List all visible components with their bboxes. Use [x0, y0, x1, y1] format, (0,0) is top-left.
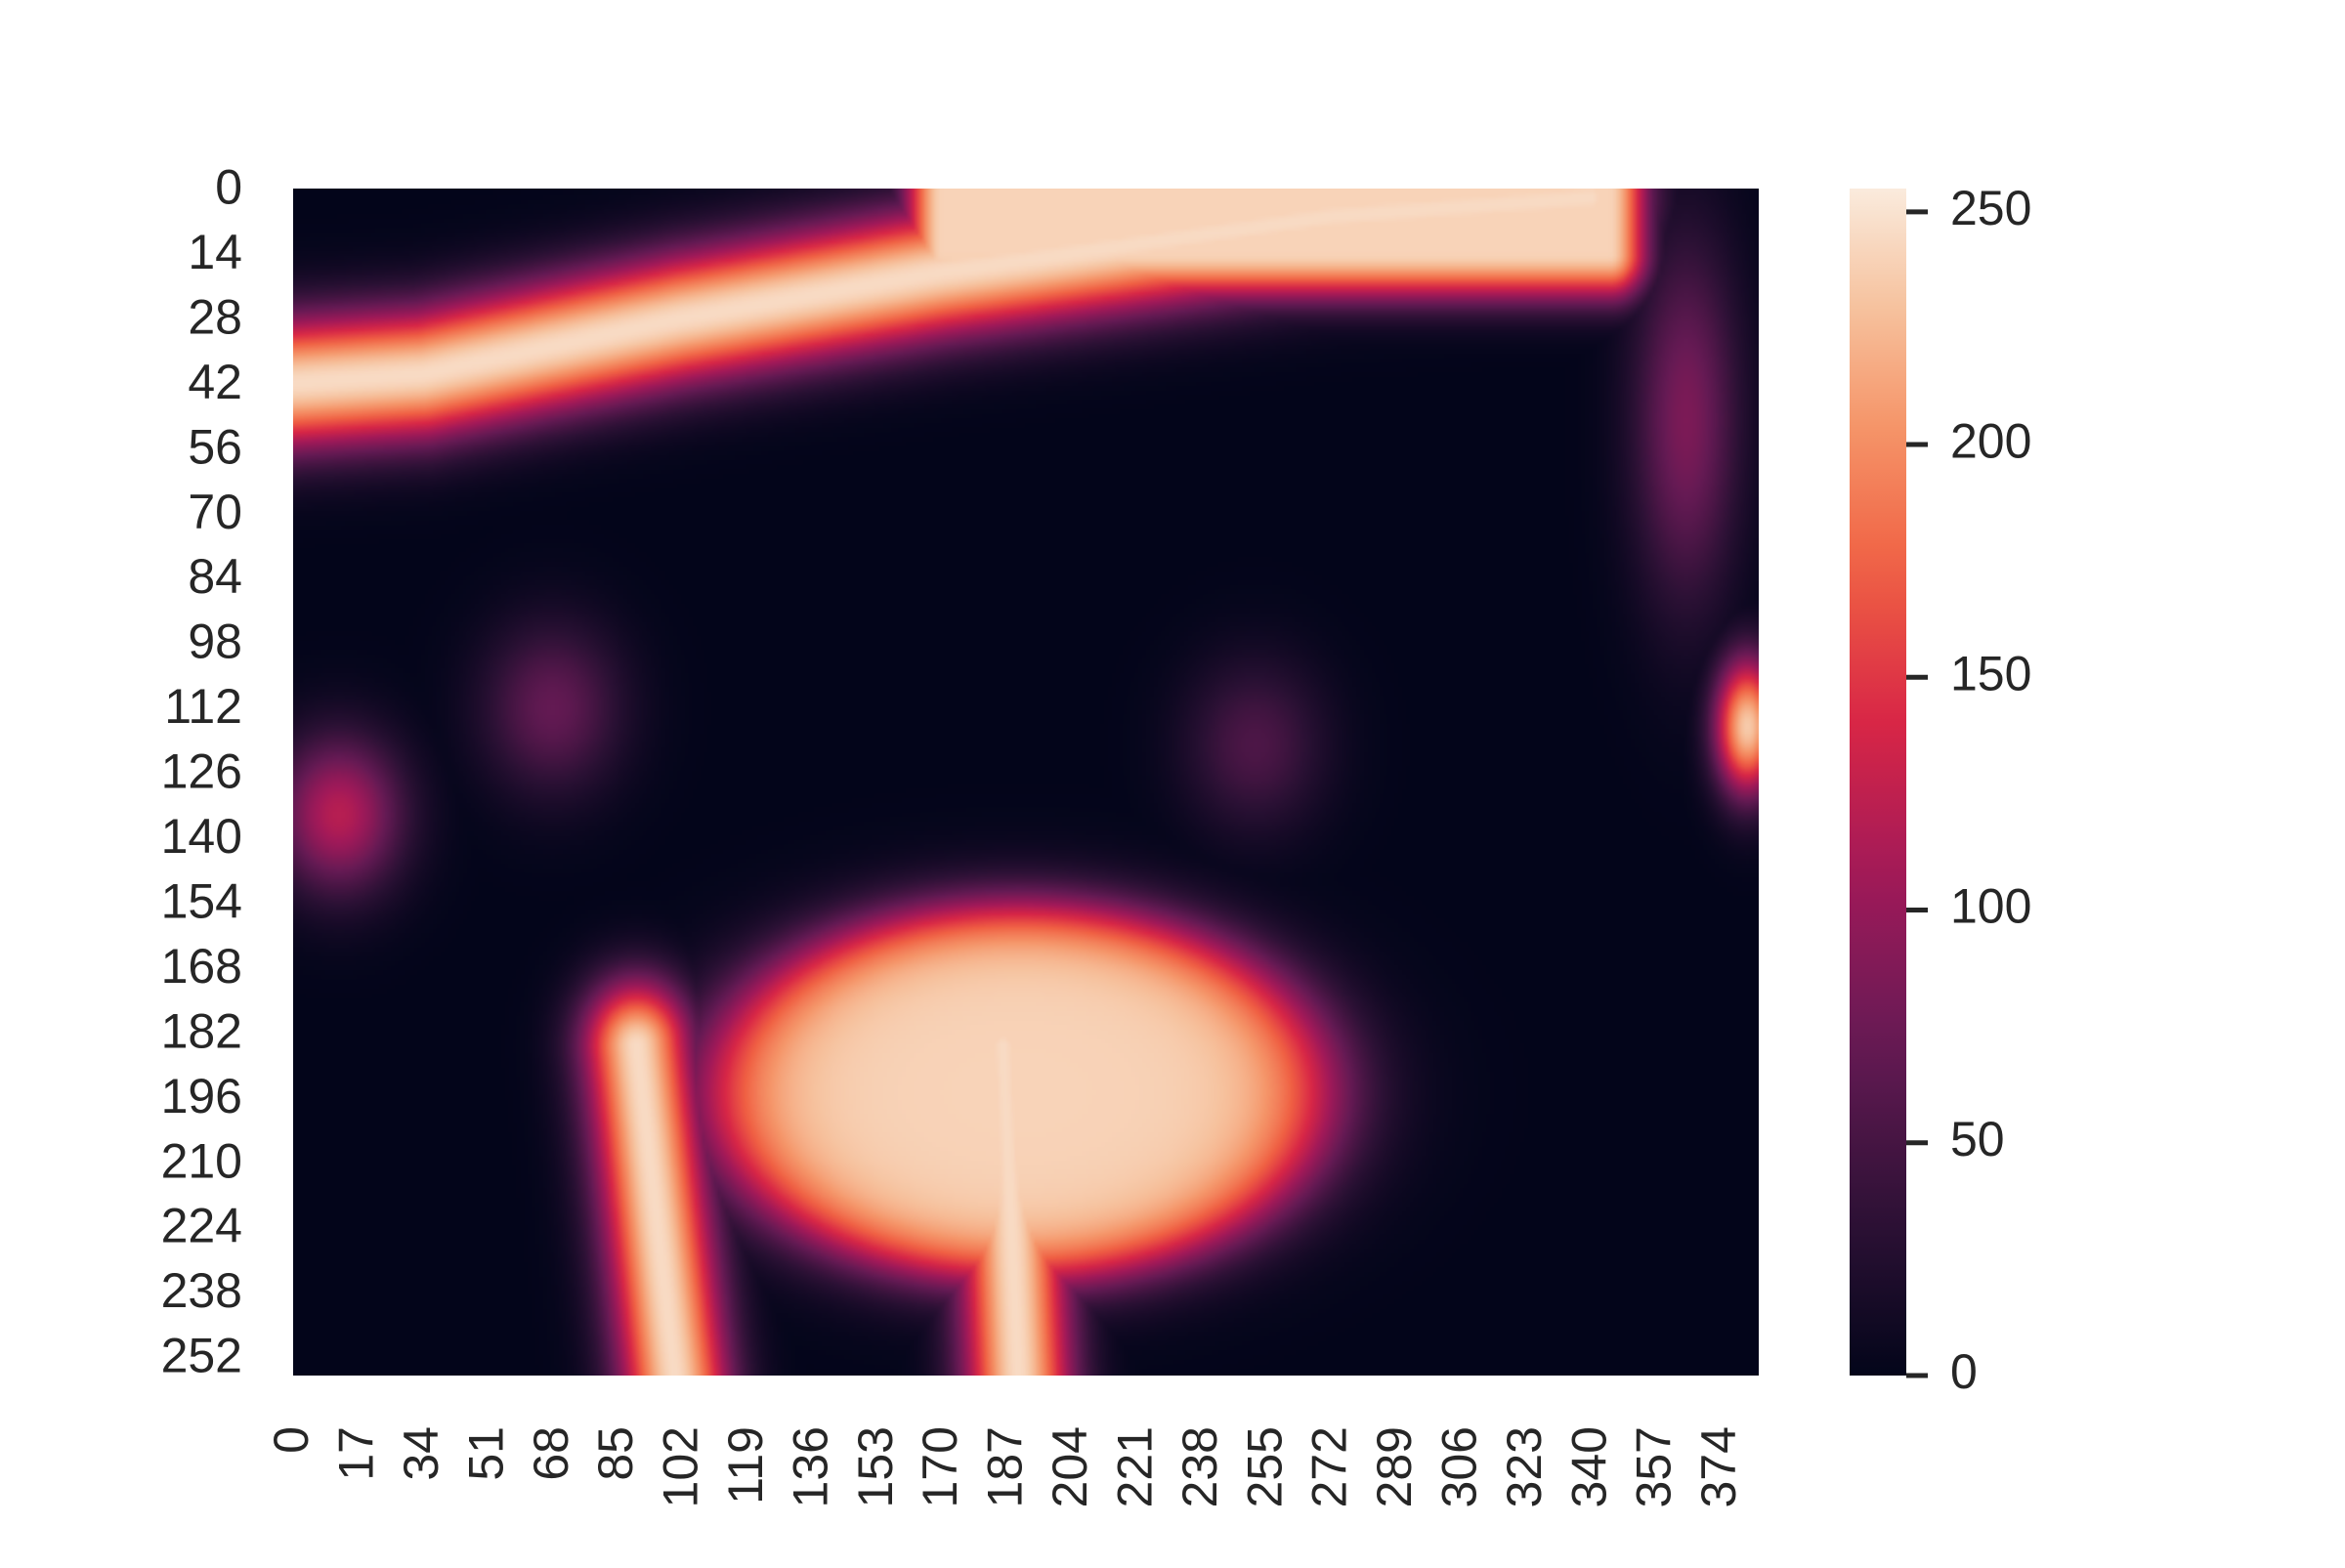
x-tick-label: 204 — [1043, 1426, 1097, 1507]
colorbar-tick-label: 100 — [1950, 879, 2031, 934]
x-tick-label: 340 — [1561, 1426, 1616, 1507]
x-tick-label: 17 — [329, 1426, 384, 1481]
heatmap-cells — [293, 189, 1759, 1376]
x-tick-label: 153 — [848, 1426, 903, 1507]
x-tick-label: 170 — [913, 1426, 967, 1507]
y-tick-label: 252 — [161, 1329, 242, 1383]
colorbar-tick-label: 200 — [1950, 413, 2031, 468]
y-tick-label: 238 — [161, 1263, 242, 1318]
x-tick-label: 102 — [654, 1426, 708, 1507]
y-tick-label: 70 — [188, 485, 242, 539]
colorbar-tick-label: 250 — [1950, 181, 2031, 235]
y-tick-label: 196 — [161, 1069, 242, 1123]
y-tick-label: 98 — [188, 614, 242, 669]
x-tick-label: 0 — [264, 1426, 319, 1454]
y-tick-label: 210 — [161, 1133, 242, 1188]
heatmap-image — [293, 189, 1759, 1376]
x-tick-label: 85 — [588, 1426, 643, 1481]
y-tick-label: 126 — [161, 744, 242, 799]
colorbar-ticks: 0 50 100 150 200 250 — [1906, 181, 2031, 1399]
colorbar-tick-label: 150 — [1950, 646, 2031, 700]
y-tick-label: 56 — [188, 419, 242, 474]
y-tick-label: 224 — [161, 1199, 242, 1253]
y-tick-label: 84 — [188, 549, 242, 604]
x-tick-label: 289 — [1367, 1426, 1422, 1507]
colorbar-tick-label: 50 — [1950, 1112, 2005, 1166]
y-tick-label: 154 — [161, 873, 242, 928]
y-tick-label: 182 — [161, 1003, 242, 1058]
y-tick-label: 28 — [188, 289, 242, 344]
x-axis-ticks: 0 17 34 51 68 85 102 119 136 153 170 187 204 221 238 25… — [264, 1426, 1746, 1507]
colorbar-gradient — [1850, 189, 1906, 1376]
x-tick-label: 136 — [783, 1426, 837, 1507]
y-tick-label: 168 — [161, 939, 242, 994]
y-tick-label: 0 — [215, 160, 242, 215]
x-tick-label: 306 — [1431, 1426, 1486, 1507]
colorbar: 0 50 100 150 200 250 — [1850, 181, 2031, 1399]
y-tick-label: 112 — [164, 679, 242, 734]
x-tick-label: 374 — [1691, 1426, 1746, 1507]
x-tick-label: 119 — [718, 1426, 773, 1504]
colorbar-tick-label: 0 — [1950, 1344, 1978, 1399]
x-tick-label: 323 — [1497, 1426, 1552, 1507]
x-tick-label: 68 — [524, 1426, 578, 1481]
x-tick-label: 238 — [1172, 1426, 1227, 1507]
y-tick-label: 42 — [188, 355, 242, 409]
y-axis-ticks: 0 14 28 42 56 70 84 98 112 126 140 154 168 182 196 210 2… — [161, 160, 242, 1383]
y-tick-label: 14 — [188, 225, 242, 279]
x-tick-label: 34 — [394, 1426, 448, 1481]
x-tick-label: 255 — [1237, 1426, 1292, 1507]
x-tick-label: 357 — [1627, 1426, 1682, 1507]
x-tick-label: 51 — [458, 1426, 513, 1481]
x-tick-label: 187 — [978, 1426, 1033, 1507]
y-tick-label: 140 — [161, 809, 242, 864]
x-tick-label: 221 — [1107, 1426, 1162, 1507]
x-tick-label: 272 — [1302, 1426, 1357, 1507]
